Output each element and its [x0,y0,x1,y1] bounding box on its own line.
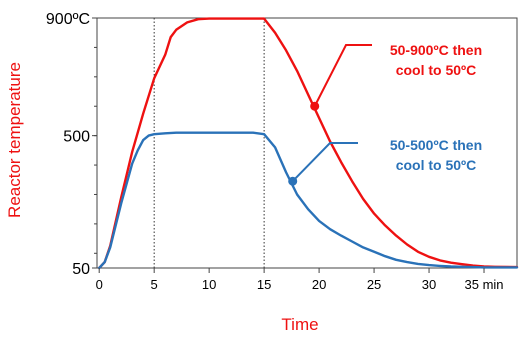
axes: 0 5 10 15 20 25 30 35 min 900ºC 500 50 [46,11,504,292]
y-tick-label: 500 [63,129,90,146]
annotations: 50-900ºC then cool to 50ºC 50-500ºC then co… [288,42,482,186]
y-axis-label: Reactor temperature [5,62,24,218]
annotation-marker [310,101,320,111]
annotation-label: 50-900ºC then [390,42,482,58]
x-tick-label: 20 [312,277,326,292]
annotation-label: 50-500ºC then [390,137,482,153]
reference-lines [153,18,265,268]
annotation-leader [313,44,372,107]
annotation-leader [291,142,358,182]
annotation-label: cool to 50ºC [396,157,477,173]
x-tick-label: 0 [96,277,103,292]
plot-frame [96,17,518,269]
series-line-1 [97,17,519,270]
x-tick-label: 15 [257,277,271,292]
plot-area [96,17,518,269]
annotation-label: cool to 50ºC [396,62,477,78]
x-tick-label: 5 [151,277,158,292]
x-tick-label: 30 [422,277,436,292]
x-tick-label: 35 min [465,277,504,292]
x-tick-label: 25 [367,277,381,292]
y-tick-label: 900ºC [46,11,90,28]
series-layer [97,17,519,270]
y-tick-label: 50 [72,261,90,278]
x-tick-label: 10 [202,277,216,292]
series-line-2 [97,131,519,270]
annotation-marker [288,176,298,186]
x-axis-label: Time [281,315,318,334]
